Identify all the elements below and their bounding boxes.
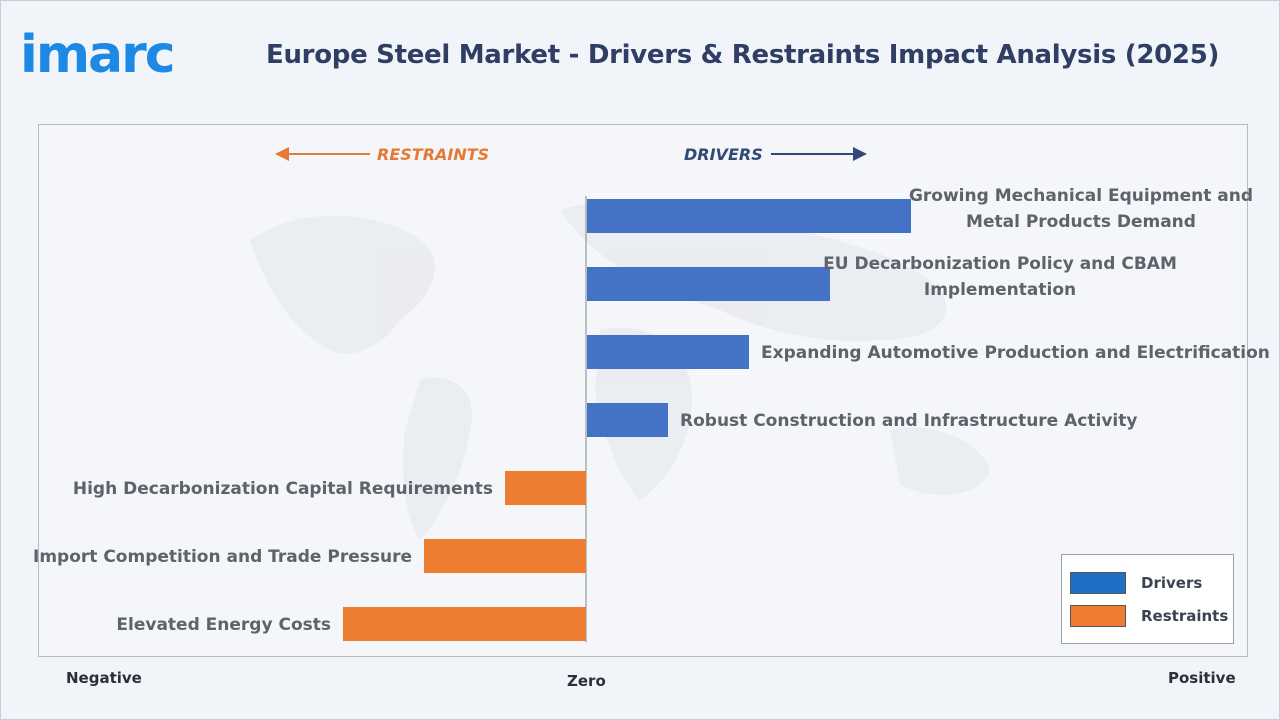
bar-label-1-0: EU Decarbonization Policy and CBAM xyxy=(823,254,1177,274)
logo-text: imarc xyxy=(20,25,174,85)
bar-label-4-0: High Decarbonization Capital Requirement… xyxy=(73,479,493,499)
bar-2 xyxy=(587,335,749,369)
legend-label-restraints: Restraints xyxy=(1141,607,1229,625)
axis-negative-label: Negative xyxy=(66,669,142,687)
bar-label-1-1: Implementation xyxy=(924,280,1076,300)
bar-label-0-0: Growing Mechanical Equipment and xyxy=(909,186,1253,206)
legend-label-drivers: Drivers xyxy=(1141,574,1203,592)
axis-positive-label: Positive xyxy=(1168,669,1236,687)
bar-label-2-0: Expanding Automotive Production and Elec… xyxy=(761,343,1270,363)
bar-label-5-0: Import Competition and Trade Pressure xyxy=(33,547,412,567)
bar-6 xyxy=(343,607,586,641)
page-title: Europe Steel Market - Drivers & Restrain… xyxy=(266,40,1220,70)
chart-legend: Drivers Restraints xyxy=(1061,554,1234,644)
bar-group: Growing Mechanical Equipment and Metal Pr… xyxy=(33,186,1270,641)
bar-5 xyxy=(424,539,586,573)
bar-4 xyxy=(505,471,586,505)
bar-3 xyxy=(587,403,668,437)
bar-label-0-1: Metal Products Demand xyxy=(966,212,1196,232)
bar-1 xyxy=(587,267,830,301)
drivers-direction-label: DRIVERS xyxy=(684,145,763,164)
restraints-direction-label: RESTRAINTS xyxy=(377,145,489,164)
bar-0 xyxy=(587,199,911,233)
legend-swatch-drivers xyxy=(1070,572,1126,594)
bar-label-6-0: Elevated Energy Costs xyxy=(116,615,331,635)
axis-zero-label: Zero xyxy=(567,672,606,690)
imarc-logo: imarc xyxy=(20,25,176,85)
legend-swatch-restraints xyxy=(1070,605,1126,627)
bar-label-3-0: Robust Construction and Infrastructure A… xyxy=(680,411,1137,431)
